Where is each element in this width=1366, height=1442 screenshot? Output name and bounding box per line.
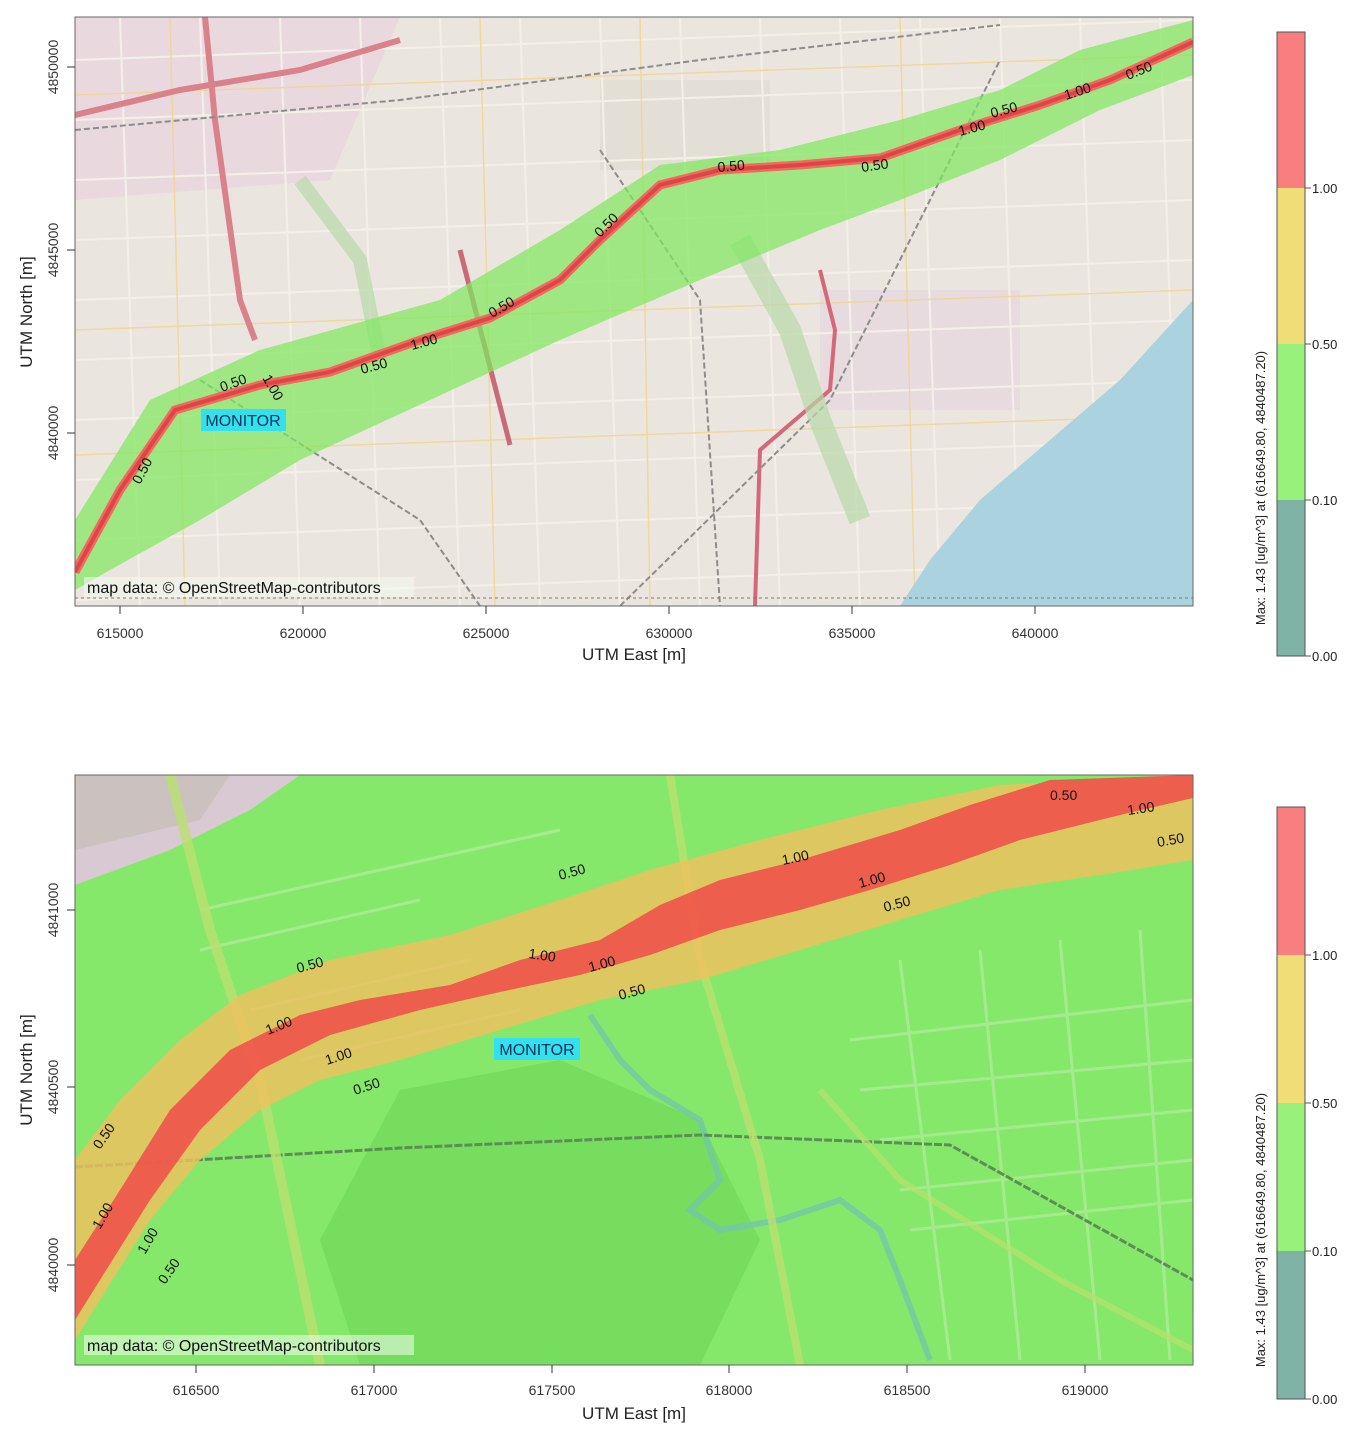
zoom-x-tick: 619000 [1062, 1382, 1109, 1398]
zoom-x-tick: 617000 [351, 1382, 398, 1398]
overview-y-tick: 4845000 [45, 223, 61, 278]
zoom-x-tick: 618000 [706, 1382, 753, 1398]
overview-x-tick: 615000 [97, 625, 144, 641]
zoom-x-tick: 616500 [173, 1382, 220, 1398]
zoom-figure: MONITOR 0.50 1.00 1.00 0.50 0.50 1.00 1.… [0, 760, 1366, 1437]
colorbar-level: 0.10 [1312, 493, 1337, 508]
colorbar-level: 0.00 [1312, 1392, 1337, 1407]
contour-label: 0.50 [989, 98, 1020, 121]
colorbar-level: 0.50 [1312, 337, 1337, 352]
overview-colorbar: 1.00 0.50 0.10 0.00 Max: 1.43 [ug/m^3] a… [1253, 31, 1337, 664]
overview-y-tick: 4850000 [45, 40, 61, 95]
zoom-y-tick: 4841000 [45, 883, 61, 938]
zoom-tick-marks [67, 909, 1086, 1373]
overview-x-tick: 625000 [463, 625, 510, 641]
overview-x-axis-title: UTM East [m] [582, 645, 686, 664]
overview-attribution: map data: © OpenStreetMap-contributors [87, 580, 381, 597]
overview-y-axis-title: UTM North [m] [17, 256, 36, 367]
contour-label: 1.00 [780, 847, 810, 868]
contour-label: 1.00 [528, 945, 557, 965]
overview-map-svg: MONITOR 0.50 0.50 1.00 0.50 1.00 0.50 0.… [17, 16, 1337, 664]
contour-label: 0.50 [359, 354, 390, 377]
zoom-y-tick: 4840500 [45, 1060, 61, 1115]
contour-label: 0.50 [617, 980, 648, 1003]
contour-label: 1.00 [857, 868, 888, 891]
contour-label: 0.50 [882, 892, 913, 915]
overview-x-tick: 620000 [280, 625, 327, 641]
colorbar-level: 1.00 [1312, 181, 1337, 196]
overview-monitor-label: MONITOR [205, 413, 280, 430]
colorbar-level: 1.00 [1312, 948, 1337, 963]
zoom-basemap: MONITOR 0.50 1.00 1.00 0.50 0.50 1.00 1.… [75, 775, 1193, 1365]
zoom-x-tick: 617500 [529, 1382, 576, 1398]
overview-figure: MONITOR 0.50 0.50 1.00 0.50 1.00 0.50 0.… [0, 0, 1366, 700]
contour-label: 1.00 [409, 330, 440, 353]
overview-x-tick: 635000 [829, 625, 876, 641]
contour-label: 0.50 [557, 860, 588, 883]
overview-x-ticks-marks [67, 66, 1036, 614]
zoom-attribution: map data: © OpenStreetMap-contributors [87, 1338, 381, 1355]
contour-label: 0.50 [717, 157, 746, 175]
overview-x-tick: 640000 [1012, 625, 1059, 641]
contour-label: 1.00 [1126, 798, 1155, 818]
contour-label: 0.50 [1156, 829, 1186, 850]
colorbar-level: 0.00 [1312, 649, 1337, 664]
zoom-x-tick: 618500 [884, 1382, 931, 1398]
zoom-x-axis-title: UTM East [m] [582, 1404, 686, 1423]
contour-label: 0.50 [295, 953, 326, 976]
zoom-map-svg: MONITOR 0.50 1.00 1.00 0.50 0.50 1.00 1.… [17, 774, 1337, 1423]
overview-x-tick: 630000 [646, 625, 693, 641]
overview-basemap: MONITOR 0.50 0.50 1.00 0.50 1.00 0.50 0.… [75, 17, 1193, 606]
colorbar-level: 0.50 [1312, 1096, 1337, 1111]
zoom-y-tick: 4840000 [45, 1238, 61, 1293]
zoom-y-axis-title: UTM North [m] [17, 1014, 36, 1125]
overview-colorbar-title: Max: 1.43 [ug/m^3] at (616649.80, 484048… [1253, 351, 1268, 625]
overview-y-tick: 4840000 [45, 406, 61, 461]
colorbar-level: 0.10 [1312, 1244, 1337, 1259]
contour-label: 1.00 [957, 116, 988, 139]
zoom-colorbar-title: Max: 1.43 [ug/m^3] at (616649.80, 484048… [1253, 1093, 1268, 1367]
contour-label: 1.00 [587, 952, 618, 975]
contour-label: 0.50 [1050, 787, 1077, 803]
zoom-monitor-label: MONITOR [499, 1042, 574, 1059]
zoom-colorbar: 1.00 0.50 0.10 0.00 Max: 1.43 [ug/m^3] a… [1253, 806, 1337, 1407]
contour-label: 0.50 [860, 155, 889, 175]
